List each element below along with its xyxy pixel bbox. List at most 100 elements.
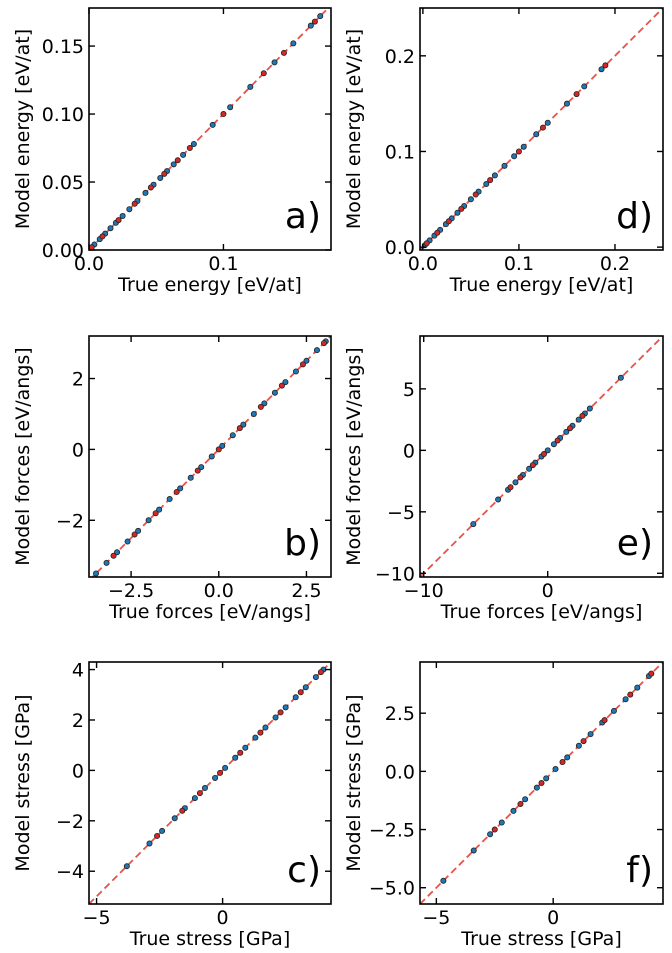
data-point (209, 121, 216, 128)
data-point (517, 800, 524, 807)
x-axis-label: True forces [eV/angs] (108, 601, 311, 623)
data-point (247, 83, 254, 90)
y-tick-label: 0 (72, 439, 84, 461)
data-point (159, 827, 166, 834)
y-tick-label: 0.1 (385, 141, 415, 163)
y-axis-label: Model forces [eV/angs] (343, 347, 365, 565)
data-point (166, 496, 173, 503)
data-point (89, 244, 95, 250)
data-point (194, 467, 201, 474)
data-point (540, 451, 547, 458)
panel-b: −2.5 0.0 2.5 −2 0 2 True forces [eV/angs] Model… (12, 335, 332, 623)
x-tick-label: 0.0 (204, 580, 234, 602)
data-point (278, 382, 285, 389)
data-point (174, 157, 181, 164)
data-point (586, 405, 593, 412)
data-point (501, 162, 508, 169)
data-point (467, 196, 474, 203)
panel-a: 0.0 0.1 0.00 0.05 0.10 0.15 True energy [eV/at… (12, 7, 332, 296)
data-point (147, 184, 154, 191)
data-point (222, 764, 229, 771)
data-point (302, 684, 309, 691)
data-point (292, 694, 299, 701)
data-point (297, 689, 304, 696)
data-point (543, 775, 550, 782)
data-point (552, 766, 559, 773)
diagonal-reference-line (89, 662, 331, 904)
y-tick-label: −10 (375, 563, 415, 585)
data-point (107, 225, 114, 232)
data-point (154, 832, 161, 839)
data-point (257, 729, 264, 736)
data-point (257, 403, 264, 410)
panel-letter: a) (285, 196, 321, 237)
data-point (320, 340, 327, 347)
data-point (539, 124, 546, 131)
data-point (126, 206, 133, 213)
data-point (280, 49, 287, 56)
data-point (575, 416, 582, 423)
y-tick-label: 0 (403, 440, 415, 462)
axes-frame (419, 335, 664, 578)
data-point (272, 714, 279, 721)
data-point (554, 437, 561, 444)
data-point (511, 153, 518, 160)
data-point (495, 496, 502, 503)
data-point (533, 784, 540, 791)
data-point (145, 517, 152, 524)
data-point (312, 674, 319, 681)
data-point (634, 684, 641, 691)
data-point (171, 815, 178, 822)
y-tick-label: −2.5 (369, 820, 415, 842)
data-point (186, 145, 193, 152)
y-axis-label: Model energy [eV/at] (12, 29, 34, 229)
y-tick-label: 0.00 (42, 240, 84, 262)
data-point (261, 400, 268, 407)
x-tick-label: −2.5 (108, 580, 154, 602)
data-point (648, 670, 655, 677)
data-point (617, 374, 624, 381)
y-tick-label: −2 (56, 811, 84, 833)
x-tick-label: 0.2 (600, 253, 630, 275)
y-tick-label: 5 (403, 379, 415, 401)
data-point (177, 485, 184, 492)
y-axis-label: Model energy [eV/at] (343, 29, 365, 229)
panel-letter: e) (617, 523, 653, 564)
data-point (627, 691, 634, 698)
panel-letter: d) (616, 196, 653, 237)
data-point (526, 465, 533, 472)
data-point (237, 749, 244, 756)
y-axis-label: Model stress [GPa] (12, 694, 34, 871)
data-point (317, 669, 324, 676)
data-point (510, 807, 517, 814)
x-tick-label: −5 (83, 907, 111, 929)
data-point (498, 819, 505, 826)
data-point (282, 704, 289, 711)
plot-area (420, 8, 663, 250)
y-tick-label: 2 (72, 369, 84, 391)
y-axis-label: Model forces [eV/angs] (12, 347, 34, 565)
panel-c: −5 0 −4 −2 0 2 4 True stress [GPa] Model stress … (12, 660, 332, 950)
y-tick-label: 0.05 (42, 172, 84, 194)
data-point (512, 479, 519, 486)
y-tick-label: 0.15 (42, 36, 84, 58)
data-point (198, 464, 205, 471)
data-point (93, 570, 100, 577)
data-point (123, 863, 130, 870)
data-point (563, 428, 570, 435)
x-tick-label: −5 (422, 907, 450, 929)
data-point (470, 847, 477, 854)
y-tick-label: −5.0 (369, 878, 415, 900)
data-point (170, 161, 177, 168)
data-point (271, 59, 278, 66)
data-point (110, 552, 117, 559)
data-point (470, 521, 477, 528)
y-tick-label: 2 (72, 710, 84, 732)
data-point (317, 13, 324, 20)
data-point (458, 205, 465, 212)
axes-frame (88, 335, 332, 578)
y-tick-label: 0.2 (385, 46, 415, 68)
data-point (517, 474, 524, 481)
data-point (196, 790, 203, 797)
data-point (550, 441, 557, 448)
